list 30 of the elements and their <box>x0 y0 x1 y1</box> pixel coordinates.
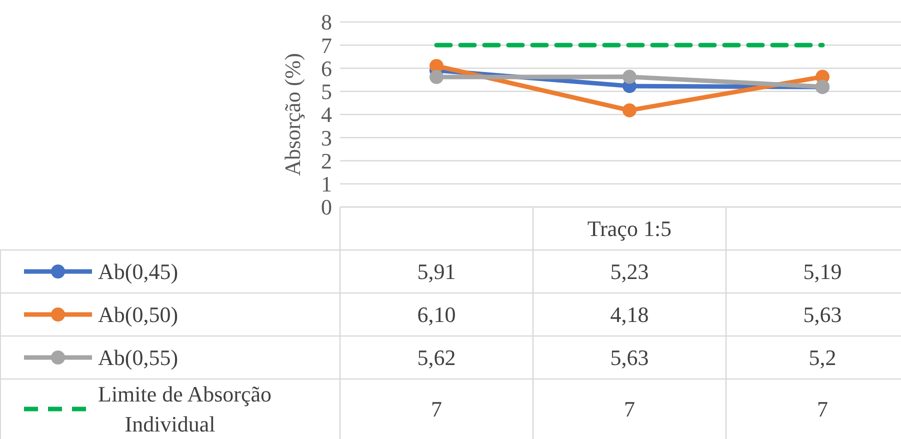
y-tick-label: 3 <box>321 125 332 150</box>
x-tick-label: Traço 1:5 <box>587 216 672 242</box>
data-label: 5,63 <box>610 345 649 370</box>
y-tick-label: 1 <box>321 172 332 197</box>
y-axis-title: Absorção (%) <box>280 53 305 176</box>
y-tick-label: 0 <box>321 194 332 220</box>
point <box>430 70 444 84</box>
y-tick-label: 7 <box>321 32 332 58</box>
y-tick-label: 4 <box>321 102 332 128</box>
point <box>622 103 636 118</box>
data-label: 5,19 <box>803 259 842 284</box>
legend-label: Limite de Absorção Individual <box>98 382 272 437</box>
data-label: 7 <box>817 396 828 422</box>
data-label: 4,18 <box>610 302 649 328</box>
data-label: 5,91 <box>417 259 456 284</box>
legend-label: Ab(0,50) <box>98 302 178 328</box>
data-label: 5,23 <box>610 259 649 284</box>
data-label: 5,2 <box>808 345 836 370</box>
data-label: 6,10 <box>417 302 456 328</box>
data-label: 5,63 <box>803 302 842 328</box>
point <box>622 70 636 84</box>
data-label: 7 <box>624 396 635 422</box>
legend-label: Ab(0,55) <box>98 345 178 370</box>
legend-label: Ab(0,45) <box>98 259 178 284</box>
y-tick-label: 5 <box>321 79 332 104</box>
y-tick-label: 8 <box>321 10 332 35</box>
y-tick-label: 6 <box>321 56 332 81</box>
data-label: 5,62 <box>417 345 456 370</box>
y-tick-label: 2 <box>321 148 332 174</box>
data-label: 7 <box>431 396 442 422</box>
